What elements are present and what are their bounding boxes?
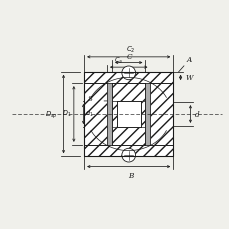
Text: $C_2$: $C_2$ xyxy=(126,45,135,55)
Polygon shape xyxy=(112,128,145,145)
Text: d: d xyxy=(194,111,199,118)
Polygon shape xyxy=(84,84,106,145)
Circle shape xyxy=(121,149,135,162)
Text: A: A xyxy=(186,56,191,64)
Text: $D_{sp}$: $D_{sp}$ xyxy=(45,109,58,120)
Polygon shape xyxy=(84,72,172,84)
Text: $C_a$: $C_a$ xyxy=(113,55,122,65)
Text: W: W xyxy=(184,74,192,82)
Text: S: S xyxy=(88,95,93,103)
Polygon shape xyxy=(106,84,112,145)
Polygon shape xyxy=(140,101,145,128)
Text: B: B xyxy=(128,171,133,179)
Polygon shape xyxy=(116,101,140,128)
Text: $d_1$: $d_1$ xyxy=(84,108,93,118)
Polygon shape xyxy=(112,84,145,101)
Polygon shape xyxy=(112,101,116,128)
Text: $D_1$: $D_1$ xyxy=(61,108,71,118)
Circle shape xyxy=(121,67,135,80)
Polygon shape xyxy=(84,145,172,157)
Polygon shape xyxy=(150,84,172,145)
Text: C: C xyxy=(127,53,132,60)
Polygon shape xyxy=(145,84,150,145)
